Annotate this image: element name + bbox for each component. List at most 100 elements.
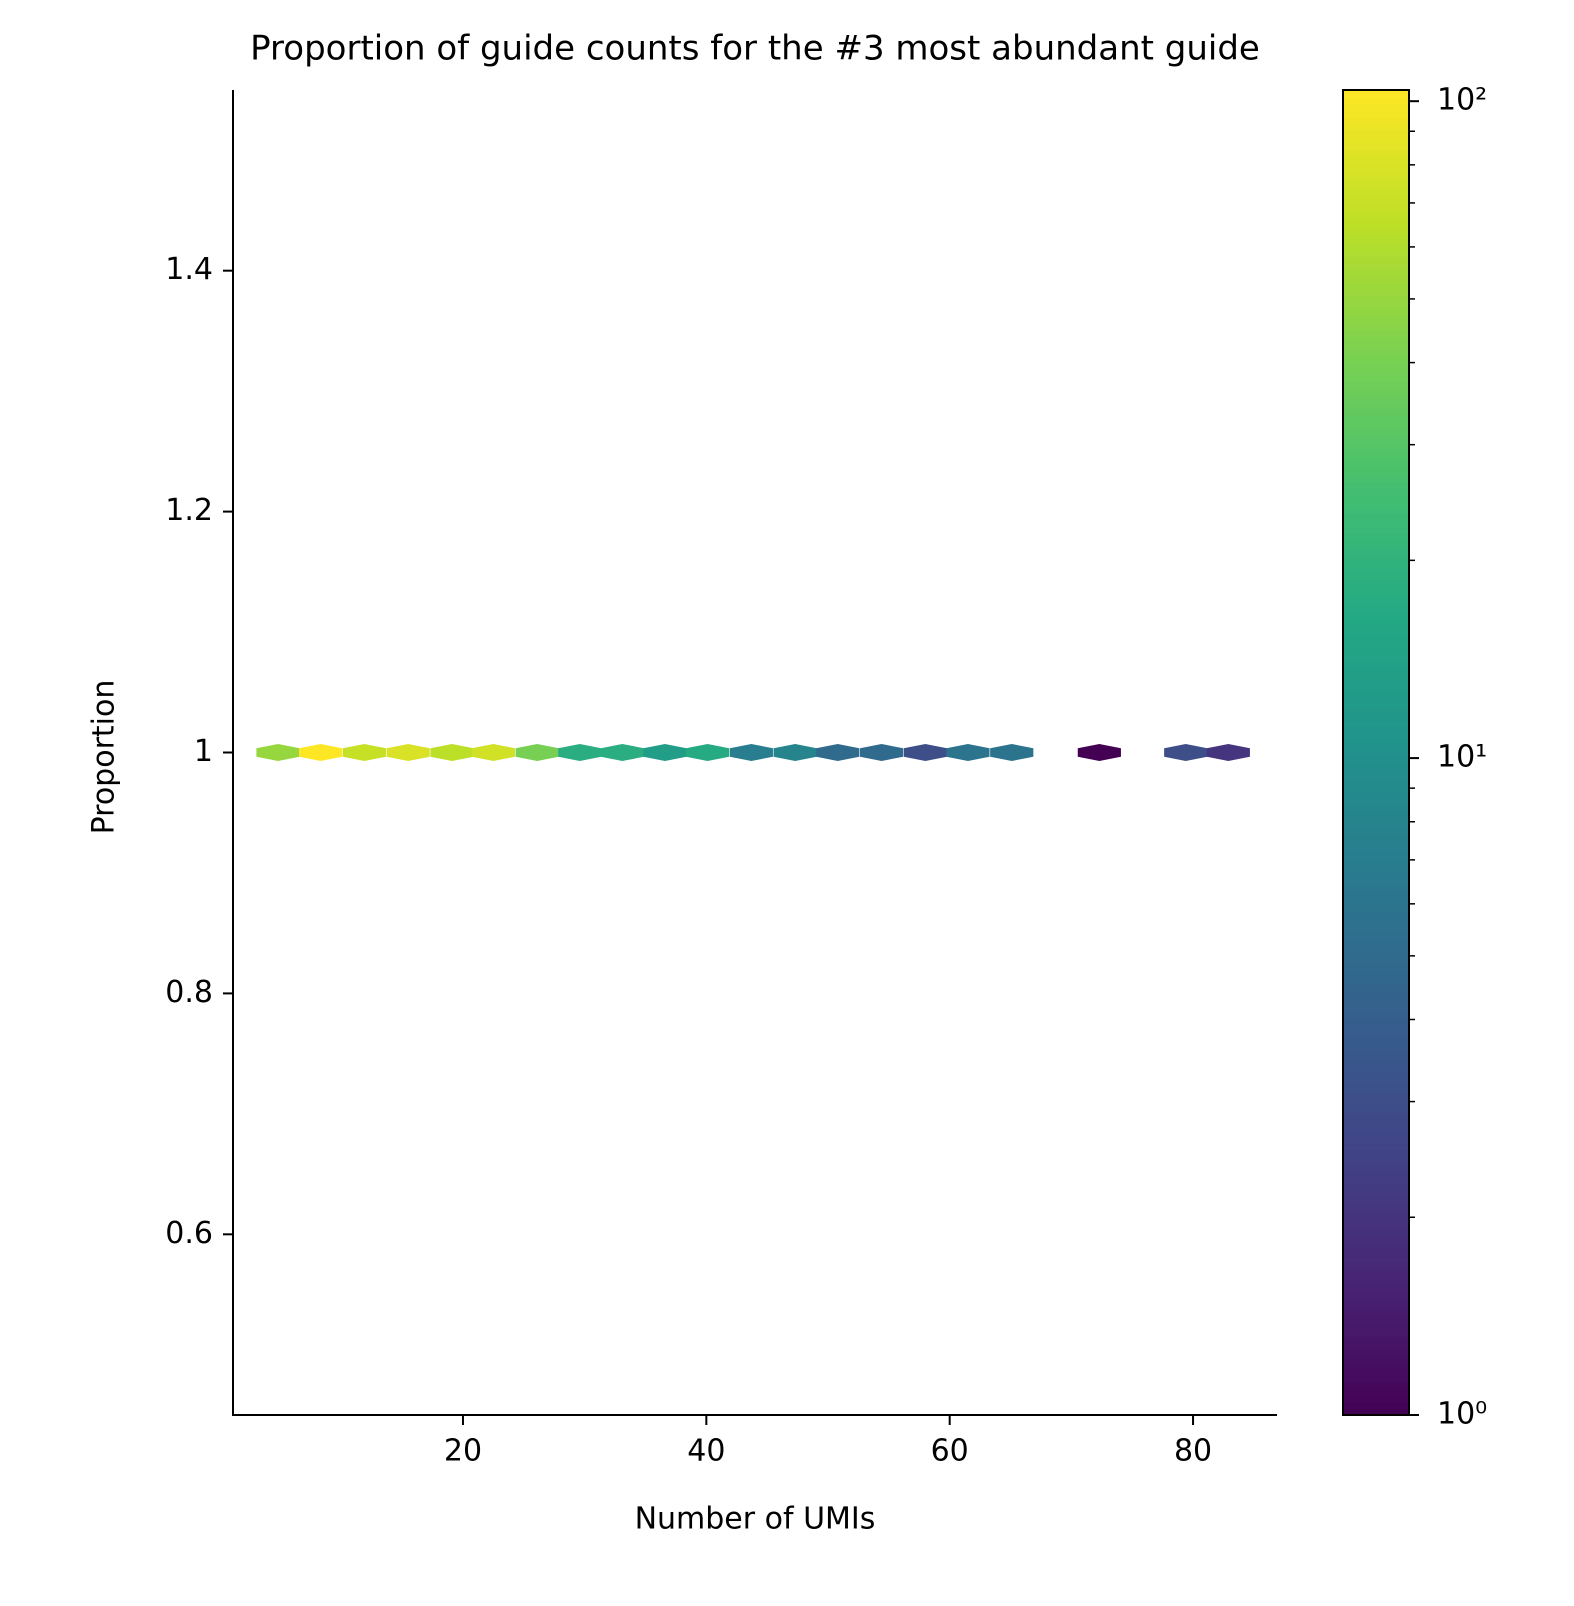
colorbar-gradient bbox=[1343, 1183, 1409, 1191]
colorbar-gradient bbox=[1343, 540, 1409, 548]
hexbin-cell bbox=[643, 744, 687, 761]
colorbar-gradient bbox=[1343, 977, 1409, 986]
colorbar-gradient bbox=[1343, 904, 1409, 913]
colorbar-gradient bbox=[1343, 388, 1409, 396]
colorbar-gradient bbox=[1343, 1116, 1409, 1125]
colorbar-gradient bbox=[1343, 1216, 1409, 1224]
colorbar-gradient bbox=[1343, 719, 1409, 727]
colorbar-gradient bbox=[1343, 328, 1409, 336]
hexbin-cell bbox=[558, 744, 602, 761]
colorbar-frame bbox=[1342, 89, 1410, 1416]
colorbar-gradient bbox=[1343, 401, 1409, 409]
colorbar-gradient bbox=[1343, 898, 1409, 906]
colorbar-gradient bbox=[1343, 573, 1409, 582]
colorbar-gradient bbox=[1343, 1262, 1409, 1271]
colorbar-gradient bbox=[1343, 176, 1409, 184]
colorbar-gradient bbox=[1343, 520, 1409, 529]
colorbar-gradient bbox=[1343, 527, 1409, 535]
colorbar-gradient bbox=[1343, 1196, 1409, 1204]
colorbar-gradient bbox=[1343, 215, 1409, 224]
colorbar-gradient bbox=[1343, 123, 1409, 131]
colorbar-gradient bbox=[1343, 1269, 1409, 1277]
hexbin-cell bbox=[1206, 744, 1250, 761]
colorbar-gradient bbox=[1343, 1203, 1409, 1211]
colorbar-gradient bbox=[1343, 620, 1409, 628]
colorbar-gradient bbox=[1343, 355, 1409, 363]
colorbar-gradient bbox=[1343, 507, 1409, 515]
colorbar-gradient bbox=[1343, 918, 1409, 926]
colorbar-gradient bbox=[1343, 1302, 1409, 1310]
colorbar-gradient bbox=[1343, 149, 1409, 158]
colorbar-gradient bbox=[1343, 818, 1409, 827]
colorbar-gradient bbox=[1343, 666, 1409, 674]
hexbin-cell bbox=[946, 744, 990, 761]
colorbar-gradient bbox=[1343, 129, 1409, 138]
colorbar-gradient bbox=[1343, 1335, 1409, 1343]
colorbar-gradient bbox=[1343, 1222, 1409, 1231]
colorbar-gradient bbox=[1343, 1083, 1409, 1092]
colorbar-gradient bbox=[1343, 1097, 1409, 1105]
colorbar-gradient bbox=[1343, 361, 1409, 370]
colorbar-gradient bbox=[1343, 1395, 1409, 1403]
y-tick-label: 1.4 bbox=[165, 252, 213, 287]
colorbar-gradient bbox=[1343, 686, 1409, 694]
colorbar-gradient bbox=[1343, 1401, 1409, 1410]
colorbar-gradient bbox=[1343, 116, 1409, 124]
hexbin-cell bbox=[729, 744, 773, 761]
colorbar-gradient bbox=[1343, 374, 1409, 383]
colorbar-gradient bbox=[1343, 90, 1409, 98]
colorbar-gradient bbox=[1343, 1156, 1409, 1165]
colorbar-gradient bbox=[1343, 745, 1409, 754]
colorbar-gradient bbox=[1343, 692, 1409, 701]
colorbar-gradient bbox=[1343, 169, 1409, 177]
colorbar-gradient bbox=[1343, 514, 1409, 522]
colorbar-gradient bbox=[1343, 772, 1409, 780]
colorbar-gradient bbox=[1343, 1275, 1409, 1284]
colorbar-gradient bbox=[1343, 560, 1409, 568]
colorbar-gradient bbox=[1343, 487, 1409, 495]
colorbar-gradient bbox=[1343, 911, 1409, 919]
colorbar-gradient bbox=[1343, 706, 1409, 714]
colorbar-gradient bbox=[1343, 1408, 1409, 1416]
colorbar-gradient bbox=[1343, 461, 1409, 469]
colorbar-gradient bbox=[1343, 739, 1409, 747]
colorbar-gradient bbox=[1343, 924, 1409, 933]
colorbar-gradient bbox=[1343, 1070, 1409, 1078]
colorbar-gradient bbox=[1343, 1163, 1409, 1171]
colorbar-gradient bbox=[1343, 321, 1409, 330]
colorbar-gradient bbox=[1343, 268, 1409, 277]
colorbar-gradient bbox=[1343, 1342, 1409, 1350]
colorbar-gradient bbox=[1343, 1176, 1409, 1184]
colorbar-gradient bbox=[1343, 825, 1409, 833]
colorbar-gradient bbox=[1343, 951, 1409, 959]
colorbar-gradient bbox=[1343, 1309, 1409, 1317]
colorbar-gradient bbox=[1343, 288, 1409, 297]
colorbar-gradient bbox=[1343, 865, 1409, 873]
colorbar-gradient bbox=[1343, 255, 1409, 264]
colorbar-gradient bbox=[1343, 1150, 1409, 1158]
colorbar-gradient bbox=[1343, 156, 1409, 164]
colorbar-gradient bbox=[1343, 1242, 1409, 1251]
colorbar-gradient bbox=[1343, 944, 1409, 953]
colorbar-gradient bbox=[1343, 222, 1409, 230]
colorbar-gradient bbox=[1343, 1123, 1409, 1131]
colorbar-gradient bbox=[1343, 851, 1409, 860]
colorbar-gradient bbox=[1343, 189, 1409, 197]
colorbar-gradient bbox=[1343, 143, 1409, 151]
colorbar-gradient bbox=[1343, 1368, 1409, 1377]
colorbar-gradient bbox=[1343, 1375, 1409, 1383]
colorbar-tick-label: 10⁰ bbox=[1437, 1397, 1487, 1432]
colorbar-gradient bbox=[1343, 341, 1409, 350]
colorbar-gradient bbox=[1343, 1004, 1409, 1012]
colorbar-gradient bbox=[1343, 1077, 1409, 1085]
colorbar-gradient bbox=[1343, 1348, 1409, 1357]
x-tick-label: 20 bbox=[444, 1434, 482, 1469]
colorbar-gradient bbox=[1343, 653, 1409, 661]
colorbar-gradient bbox=[1343, 1090, 1409, 1098]
hexbin-cell bbox=[471, 744, 515, 761]
colorbar-gradient bbox=[1343, 447, 1409, 456]
colorbar-gradient bbox=[1343, 673, 1409, 681]
colorbar-gradient bbox=[1343, 659, 1409, 668]
colorbar-gradient bbox=[1343, 335, 1409, 343]
colorbar-gradient bbox=[1343, 964, 1409, 972]
